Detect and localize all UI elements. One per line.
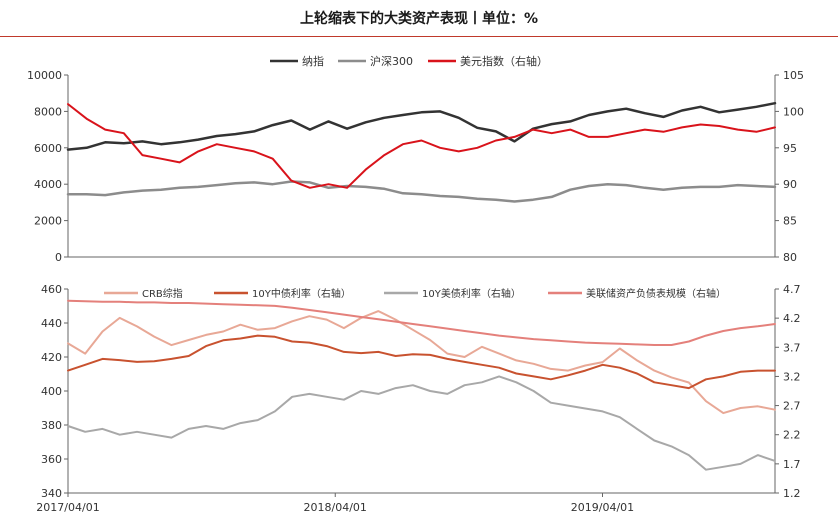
- left-tick-label: 440: [41, 317, 62, 330]
- series-line: [66, 101, 777, 151]
- right-tick-label: 1.7: [783, 458, 801, 471]
- legend-label: 纳指: [302, 54, 324, 68]
- series-line: [67, 299, 776, 346]
- right-tick-label: 4.7: [783, 283, 801, 296]
- series-line: [67, 310, 776, 415]
- legend-label: 美元指数（右轴）: [460, 54, 548, 68]
- x-tick-label: 2019/04/01: [571, 501, 634, 514]
- right-tick-label: 3.7: [783, 341, 801, 354]
- legend-label: 10Y中债利率（右轴）: [252, 287, 351, 300]
- series-line: [66, 180, 777, 203]
- legend-label: 沪深300: [370, 54, 413, 68]
- series-line: [67, 334, 776, 390]
- right-tick-label: 1.2: [783, 487, 801, 500]
- right-tick-label: 2.7: [783, 400, 801, 413]
- right-tick-label: 2.2: [783, 429, 801, 442]
- left-tick-label: 340: [41, 487, 62, 500]
- left-tick-label: 2000: [34, 215, 62, 228]
- right-tick-label: 4.2: [783, 312, 801, 325]
- left-tick-label: 0: [55, 251, 62, 264]
- right-tick-label: 90: [783, 178, 797, 191]
- right-tick-label: 80: [783, 251, 797, 264]
- chart-panel-top: 0 2000 4000 6000 8000 10000 80 85 90 95 100 105 纳指 沪深…: [27, 54, 804, 264]
- left-tick-label: 4000: [34, 178, 62, 191]
- title-bar: 上轮缩表下的大类资产表现丨单位：%: [0, 0, 838, 37]
- right-tick-label: 85: [783, 215, 797, 228]
- left-tick-label: 8000: [34, 105, 62, 118]
- legend-label: 美联储资产负债表规模（右轴）: [586, 287, 726, 300]
- legend-label: 10Y美债利率（右轴）: [422, 287, 521, 300]
- series-line: [67, 103, 776, 189]
- left-tick-label: 400: [41, 385, 62, 398]
- left-tick-label: 380: [41, 419, 62, 432]
- series-line: [67, 375, 776, 471]
- x-tick-label: 2018/04/01: [304, 501, 367, 514]
- left-tick-label: 10000: [27, 69, 62, 82]
- page-title: 上轮缩表下的大类资产表现丨单位：%: [299, 11, 539, 27]
- x-tick-label: 2017/04/01: [36, 501, 99, 514]
- legend-label: CRB综指: [142, 287, 183, 300]
- right-tick-label: 95: [783, 142, 797, 155]
- right-tick-label: 100: [783, 105, 804, 118]
- left-tick-label: 360: [41, 453, 62, 466]
- right-tick-label: 105: [783, 69, 804, 82]
- title-divider: [0, 36, 838, 37]
- left-tick-label: 6000: [34, 142, 62, 155]
- left-tick-label: 420: [41, 351, 62, 364]
- chart-panel-bottom: 340 360 380 400 420 440 460 1.2 1.7 2.2 2.7 3.2 3.7 4…: [36, 283, 800, 514]
- right-tick-label: 3.2: [783, 370, 801, 383]
- left-tick-label: 460: [41, 283, 62, 296]
